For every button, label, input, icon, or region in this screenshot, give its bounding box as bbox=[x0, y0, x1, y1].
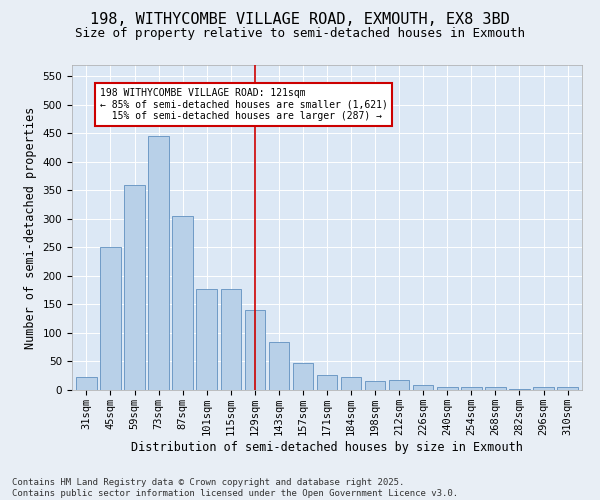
Bar bbox=[148, 136, 169, 390]
Bar bbox=[76, 377, 97, 390]
Bar bbox=[437, 386, 458, 390]
Bar bbox=[389, 380, 409, 390]
Bar bbox=[221, 288, 241, 390]
Bar bbox=[365, 382, 385, 390]
Bar bbox=[293, 363, 313, 390]
Bar bbox=[533, 386, 554, 390]
Text: 198 WITHYCOMBE VILLAGE ROAD: 121sqm
← 85% of semi-detached houses are smaller (1: 198 WITHYCOMBE VILLAGE ROAD: 121sqm ← 85… bbox=[100, 88, 388, 121]
Bar bbox=[172, 216, 193, 390]
Text: Contains HM Land Registry data © Crown copyright and database right 2025.
Contai: Contains HM Land Registry data © Crown c… bbox=[12, 478, 458, 498]
Bar bbox=[196, 288, 217, 390]
Bar bbox=[100, 248, 121, 390]
X-axis label: Distribution of semi-detached houses by size in Exmouth: Distribution of semi-detached houses by … bbox=[131, 440, 523, 454]
Bar bbox=[124, 184, 145, 390]
Bar bbox=[341, 378, 361, 390]
Text: 198, WITHYCOMBE VILLAGE ROAD, EXMOUTH, EX8 3BD: 198, WITHYCOMBE VILLAGE ROAD, EXMOUTH, E… bbox=[90, 12, 510, 28]
Bar bbox=[317, 374, 337, 390]
Bar bbox=[557, 386, 578, 390]
Bar bbox=[485, 386, 506, 390]
Bar bbox=[245, 310, 265, 390]
Bar bbox=[509, 389, 530, 390]
Bar bbox=[269, 342, 289, 390]
Text: Size of property relative to semi-detached houses in Exmouth: Size of property relative to semi-detach… bbox=[75, 28, 525, 40]
Bar bbox=[461, 386, 482, 390]
Bar bbox=[413, 386, 433, 390]
Y-axis label: Number of semi-detached properties: Number of semi-detached properties bbox=[24, 106, 37, 348]
